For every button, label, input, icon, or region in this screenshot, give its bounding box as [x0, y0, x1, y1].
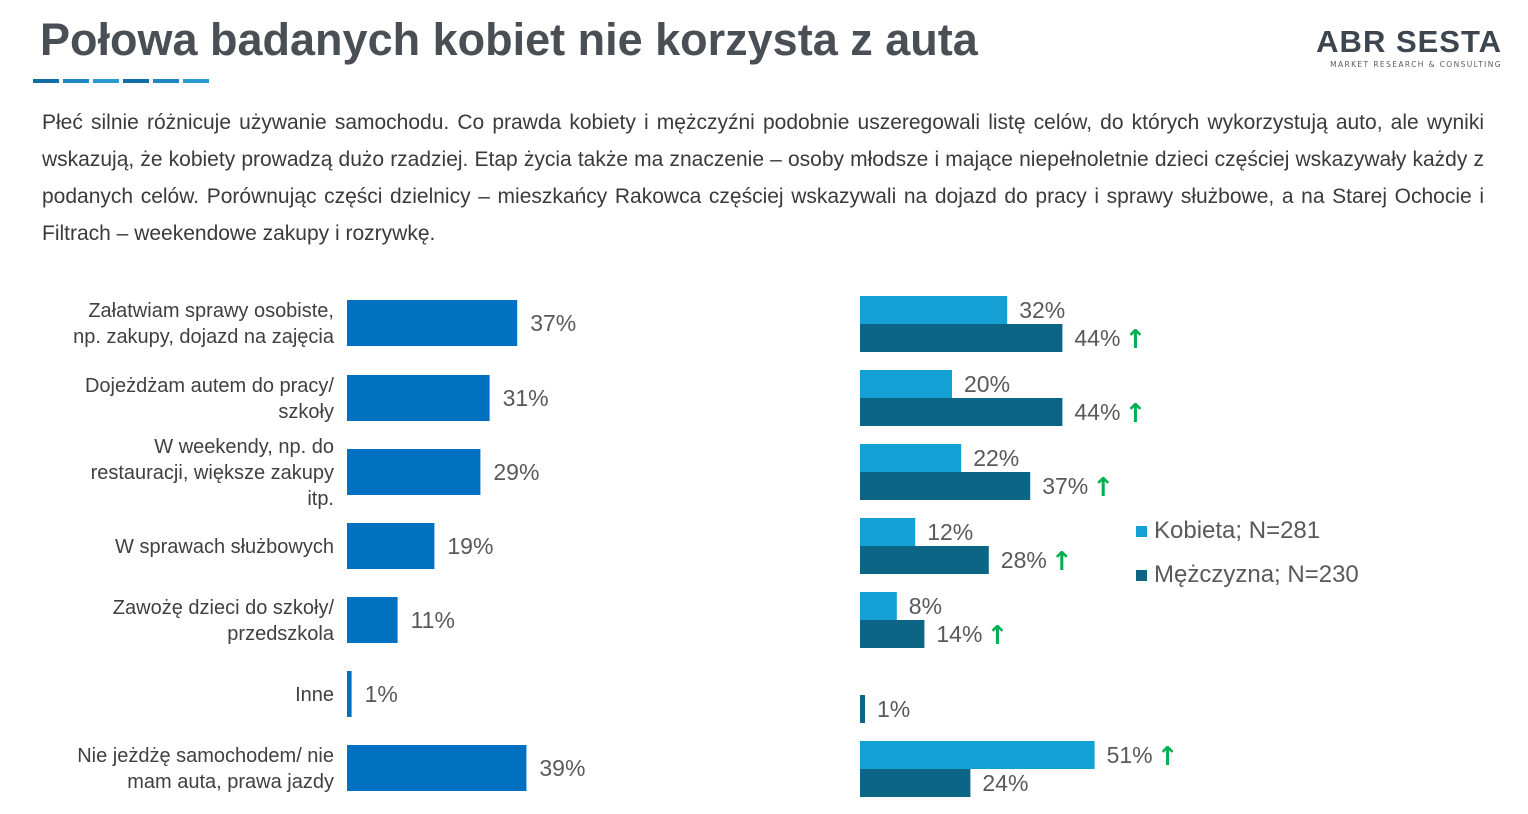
bar-women [860, 370, 952, 398]
title-underline-segment [33, 79, 59, 83]
bar-overall [347, 449, 481, 495]
bar-women [860, 518, 916, 546]
value-label-women: 12% [927, 519, 973, 545]
category-label: W weekendy, np. do [154, 436, 334, 458]
significance-arrow-icon: ↑ [1124, 325, 1146, 355]
logo-wordmark: ABR SESTA [1316, 24, 1502, 59]
value-label-women: 22% [973, 445, 1019, 471]
category-label: W sprawach służbowych [115, 536, 334, 558]
legend-item-women: Kobieta; N=281 [1136, 509, 1359, 553]
value-label-men: 44% [1074, 399, 1120, 425]
title-underline-segment [183, 79, 209, 83]
value-label-women: 8% [909, 593, 942, 619]
value-label-men: 44% [1074, 325, 1120, 351]
bar-men [860, 620, 925, 648]
bar-men [860, 546, 989, 574]
category-label: Inne [295, 684, 334, 706]
page-title: Połowa badanych kobiet nie korzysta z au… [40, 14, 978, 65]
category-label: Załatwiam sprawy osobiste, [88, 300, 334, 322]
bar-overall [347, 745, 527, 791]
company-logo: ABR SESTA MARKET RESEARCH & CONSULTING [1316, 26, 1502, 69]
category-label: restauracji, większe zakupy [91, 462, 334, 484]
title-underline-segment [153, 79, 179, 83]
bar-women [860, 741, 1095, 769]
value-label-women: 20% [964, 371, 1010, 397]
significance-arrow-icon: ↑ [1092, 473, 1114, 503]
title-underline-segment [63, 79, 89, 83]
bar-overall [347, 597, 398, 643]
significance-arrow-icon: ↑ [1124, 399, 1146, 429]
value-label-overall: 29% [493, 459, 539, 485]
value-label-overall: 39% [539, 755, 585, 781]
logo-tagline: MARKET RESEARCH & CONSULTING [1330, 60, 1502, 69]
bar-men [860, 472, 1031, 500]
category-label: itp. [307, 488, 334, 510]
category-label: przedszkola [227, 623, 335, 645]
title-underline-segment [93, 79, 119, 83]
value-label-overall: 19% [447, 533, 493, 559]
value-label-overall: 11% [411, 607, 455, 633]
legend-swatch-men [1136, 569, 1147, 581]
value-label-men: 1% [877, 696, 910, 722]
value-label-men: 24% [982, 770, 1028, 796]
bar-women [860, 444, 962, 472]
category-label: mam auta, prawa jazdy [127, 771, 334, 793]
category-label: Zawożę dzieci do szkoły/ [113, 597, 335, 619]
bar-overall [347, 671, 352, 717]
value-label-women: 32% [1019, 297, 1065, 323]
title-underline-segment [123, 79, 149, 83]
value-label-overall: 1% [365, 681, 398, 707]
value-label-men: 28% [1001, 547, 1047, 573]
legend-swatch-women [1136, 525, 1147, 537]
bar-men [860, 324, 1063, 352]
legend-label-women: Kobieta; N=281 [1154, 517, 1321, 544]
value-label-men: 14% [936, 621, 982, 647]
bar-overall [347, 300, 518, 346]
bar-men [860, 695, 865, 723]
category-label: Nie jeżdżę samochodem/ nie [77, 745, 334, 767]
bar-women [860, 592, 897, 620]
value-label-overall: 37% [530, 310, 576, 336]
chart-legend: Kobieta; N=281 Mężczyzna; N=230 [1136, 509, 1359, 597]
significance-arrow-icon: ↑ [986, 621, 1008, 651]
value-label-overall: 31% [503, 385, 549, 411]
category-label: szkoły [278, 401, 334, 423]
value-label-women: 51% [1107, 742, 1153, 768]
category-label: Dojeżdżam autem do pracy/ [85, 375, 334, 397]
bar-men [860, 398, 1063, 426]
bar-men [860, 769, 971, 797]
significance-arrow-icon: ↑ [1157, 742, 1179, 772]
category-label: np. zakupy, dojazd na zajęcia [73, 326, 335, 348]
significance-arrow-icon: ↑ [1051, 547, 1073, 577]
title-underline [33, 79, 209, 83]
bar-overall [347, 523, 435, 569]
bar-women [860, 296, 1008, 324]
bar-overall [347, 375, 490, 421]
intro-paragraph: Płeć silnie różnicuje używanie samochodu… [42, 111, 1484, 245]
legend-item-men: Mężczyzna; N=230 [1136, 553, 1359, 597]
value-label-men: 37% [1042, 473, 1088, 499]
legend-label-men: Mężczyzna; N=230 [1154, 561, 1359, 588]
